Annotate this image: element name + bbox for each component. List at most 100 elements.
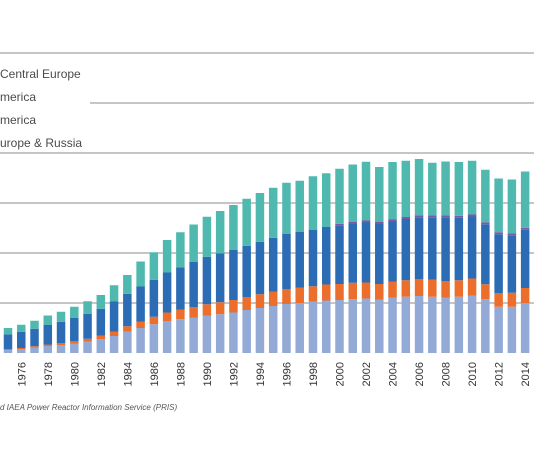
bar-segment-1981-s0 xyxy=(83,341,92,353)
bar-segment-1984-s3 xyxy=(123,275,132,294)
bar-segment-2003-s3 xyxy=(375,167,384,222)
bar-segment-1999-s0 xyxy=(321,300,331,353)
bar-segment-2014-s2 xyxy=(520,229,530,288)
bar-segment-1991-s1 xyxy=(215,302,225,315)
bar-segment-1992-s3 xyxy=(229,205,238,250)
bar-segment-1978-s0 xyxy=(43,346,53,353)
bar-segment-1992-s2 xyxy=(229,250,238,300)
bar-segment-2005-s3 xyxy=(401,160,411,217)
bar-segment-1980-s0 xyxy=(70,343,79,353)
bar-segment-1985-s1 xyxy=(136,321,145,328)
bar-segment-2013-s0 xyxy=(507,306,517,353)
bar-segment-1993-s0 xyxy=(242,310,251,353)
bar-segment-1990-s1 xyxy=(202,304,212,316)
bar-segment-1979-s2 xyxy=(56,321,66,343)
bar-segment-1997-s0 xyxy=(295,303,304,353)
bar-segment-1986-s2 xyxy=(149,279,159,317)
legend-label-2: merica xyxy=(0,113,36,127)
legend: Central Europe merica merica urope & Russia xyxy=(0,67,82,150)
bar-segment-1978-s2 xyxy=(43,325,53,345)
x-tick-label-2014: 2014 xyxy=(520,362,532,386)
bar-segment-1989-s1 xyxy=(189,307,198,318)
x-tick-label-1984: 1984 xyxy=(122,362,134,386)
bar-segment-1994-s1 xyxy=(255,294,265,308)
bar-segment-1980-s1 xyxy=(70,341,79,344)
bars xyxy=(3,159,530,353)
bar-segment-2004-s2 xyxy=(388,221,397,282)
bar-segment-1990-s3 xyxy=(202,216,212,257)
bar-segment-1996-s2 xyxy=(282,234,291,289)
bar-segment-2012-s1 xyxy=(494,293,503,307)
x-tick-label-1986: 1986 xyxy=(149,362,161,386)
bar-segment-1980-s3 xyxy=(70,306,79,318)
bar-segment-2005-s1 xyxy=(401,280,411,297)
bar-segment-1988-s2 xyxy=(176,267,185,310)
x-tick-label-1990: 1990 xyxy=(202,362,214,386)
bar-segment-1978-s3 xyxy=(43,315,53,325)
bar-segment-1991-s3 xyxy=(215,211,225,254)
bar-accent-2014 xyxy=(520,227,530,230)
gridlines xyxy=(0,52,534,304)
bar-accent-2006 xyxy=(414,215,424,218)
x-tick-label-1996: 1996 xyxy=(281,362,293,386)
bar-segment-2009-s2 xyxy=(454,217,464,281)
bar-segment-1975-s2 xyxy=(3,334,13,350)
bar-segment-2010-s3 xyxy=(467,160,477,215)
bar-segment-2009-s1 xyxy=(454,280,464,297)
x-tick-label-1978: 1978 xyxy=(43,362,55,386)
bar-segment-2000-s3 xyxy=(335,168,344,224)
bar-segment-1992-s0 xyxy=(229,312,238,353)
bar-segment-2003-s0 xyxy=(375,299,384,353)
bar-segment-2010-s0 xyxy=(467,295,477,353)
bar-segment-2010-s2 xyxy=(467,216,477,279)
bar-segment-1997-s3 xyxy=(295,180,304,232)
bar-segment-1982-s2 xyxy=(96,308,106,336)
bar-segment-2000-s1 xyxy=(335,284,344,300)
bar-segment-2011-s3 xyxy=(481,169,490,223)
bar-segment-1998-s1 xyxy=(308,286,318,302)
bar-segment-1983-s3 xyxy=(109,285,119,302)
bar-segment-2001-s3 xyxy=(348,164,358,222)
bar-segment-1999-s3 xyxy=(321,173,331,227)
bar-segment-1976-s2 xyxy=(17,331,26,348)
bar-segment-1988-s0 xyxy=(176,319,185,353)
bar-segment-2004-s1 xyxy=(388,281,397,298)
bar-segment-1994-s3 xyxy=(255,193,265,242)
bar-segment-1990-s0 xyxy=(202,315,212,353)
bar-segment-2013-s3 xyxy=(507,179,517,234)
bar-segment-1989-s0 xyxy=(189,317,198,353)
bar-segment-1984-s1 xyxy=(123,326,132,332)
bar-segment-1991-s0 xyxy=(215,314,225,353)
bar-segment-2011-s1 xyxy=(481,284,490,300)
bar-segment-1987-s2 xyxy=(162,272,172,313)
bar-segment-1977-s2 xyxy=(30,328,39,347)
bar-segment-1986-s3 xyxy=(149,252,159,280)
x-tick-label-2002: 2002 xyxy=(361,362,373,386)
x-tick-label-2008: 2008 xyxy=(441,362,453,386)
bar-segment-1995-s2 xyxy=(268,237,278,292)
bar-segment-1987-s0 xyxy=(162,321,172,353)
bar-segment-1985-s3 xyxy=(136,261,145,287)
bar-segment-2014-s1 xyxy=(520,288,530,303)
bar-segment-1994-s0 xyxy=(255,308,265,353)
bar-segment-1976-s1 xyxy=(17,348,26,349)
bar-segment-1985-s0 xyxy=(136,328,145,353)
bar-segment-2002-s2 xyxy=(361,222,371,283)
bar-segment-1983-s0 xyxy=(109,336,119,353)
x-tick-label-1976: 1976 xyxy=(16,362,28,386)
bar-segment-1984-s0 xyxy=(123,331,132,353)
bar-segment-2008-s2 xyxy=(441,217,450,281)
x-tick-label-2010: 2010 xyxy=(467,362,479,386)
bar-segment-1981-s3 xyxy=(83,301,92,314)
bar-segment-1999-s1 xyxy=(321,284,331,301)
bar-segment-2006-s2 xyxy=(414,217,424,279)
bar-accent-2011 xyxy=(481,222,490,225)
bar-segment-1976-s0 xyxy=(17,349,26,353)
bar-segment-1984-s2 xyxy=(123,293,132,327)
bar-accent-2008 xyxy=(441,215,450,218)
bar-segment-2007-s1 xyxy=(428,279,437,297)
bar-accent-2000 xyxy=(335,223,344,226)
bar-segment-1985-s2 xyxy=(136,286,145,322)
bar-segment-2005-s2 xyxy=(401,219,411,281)
